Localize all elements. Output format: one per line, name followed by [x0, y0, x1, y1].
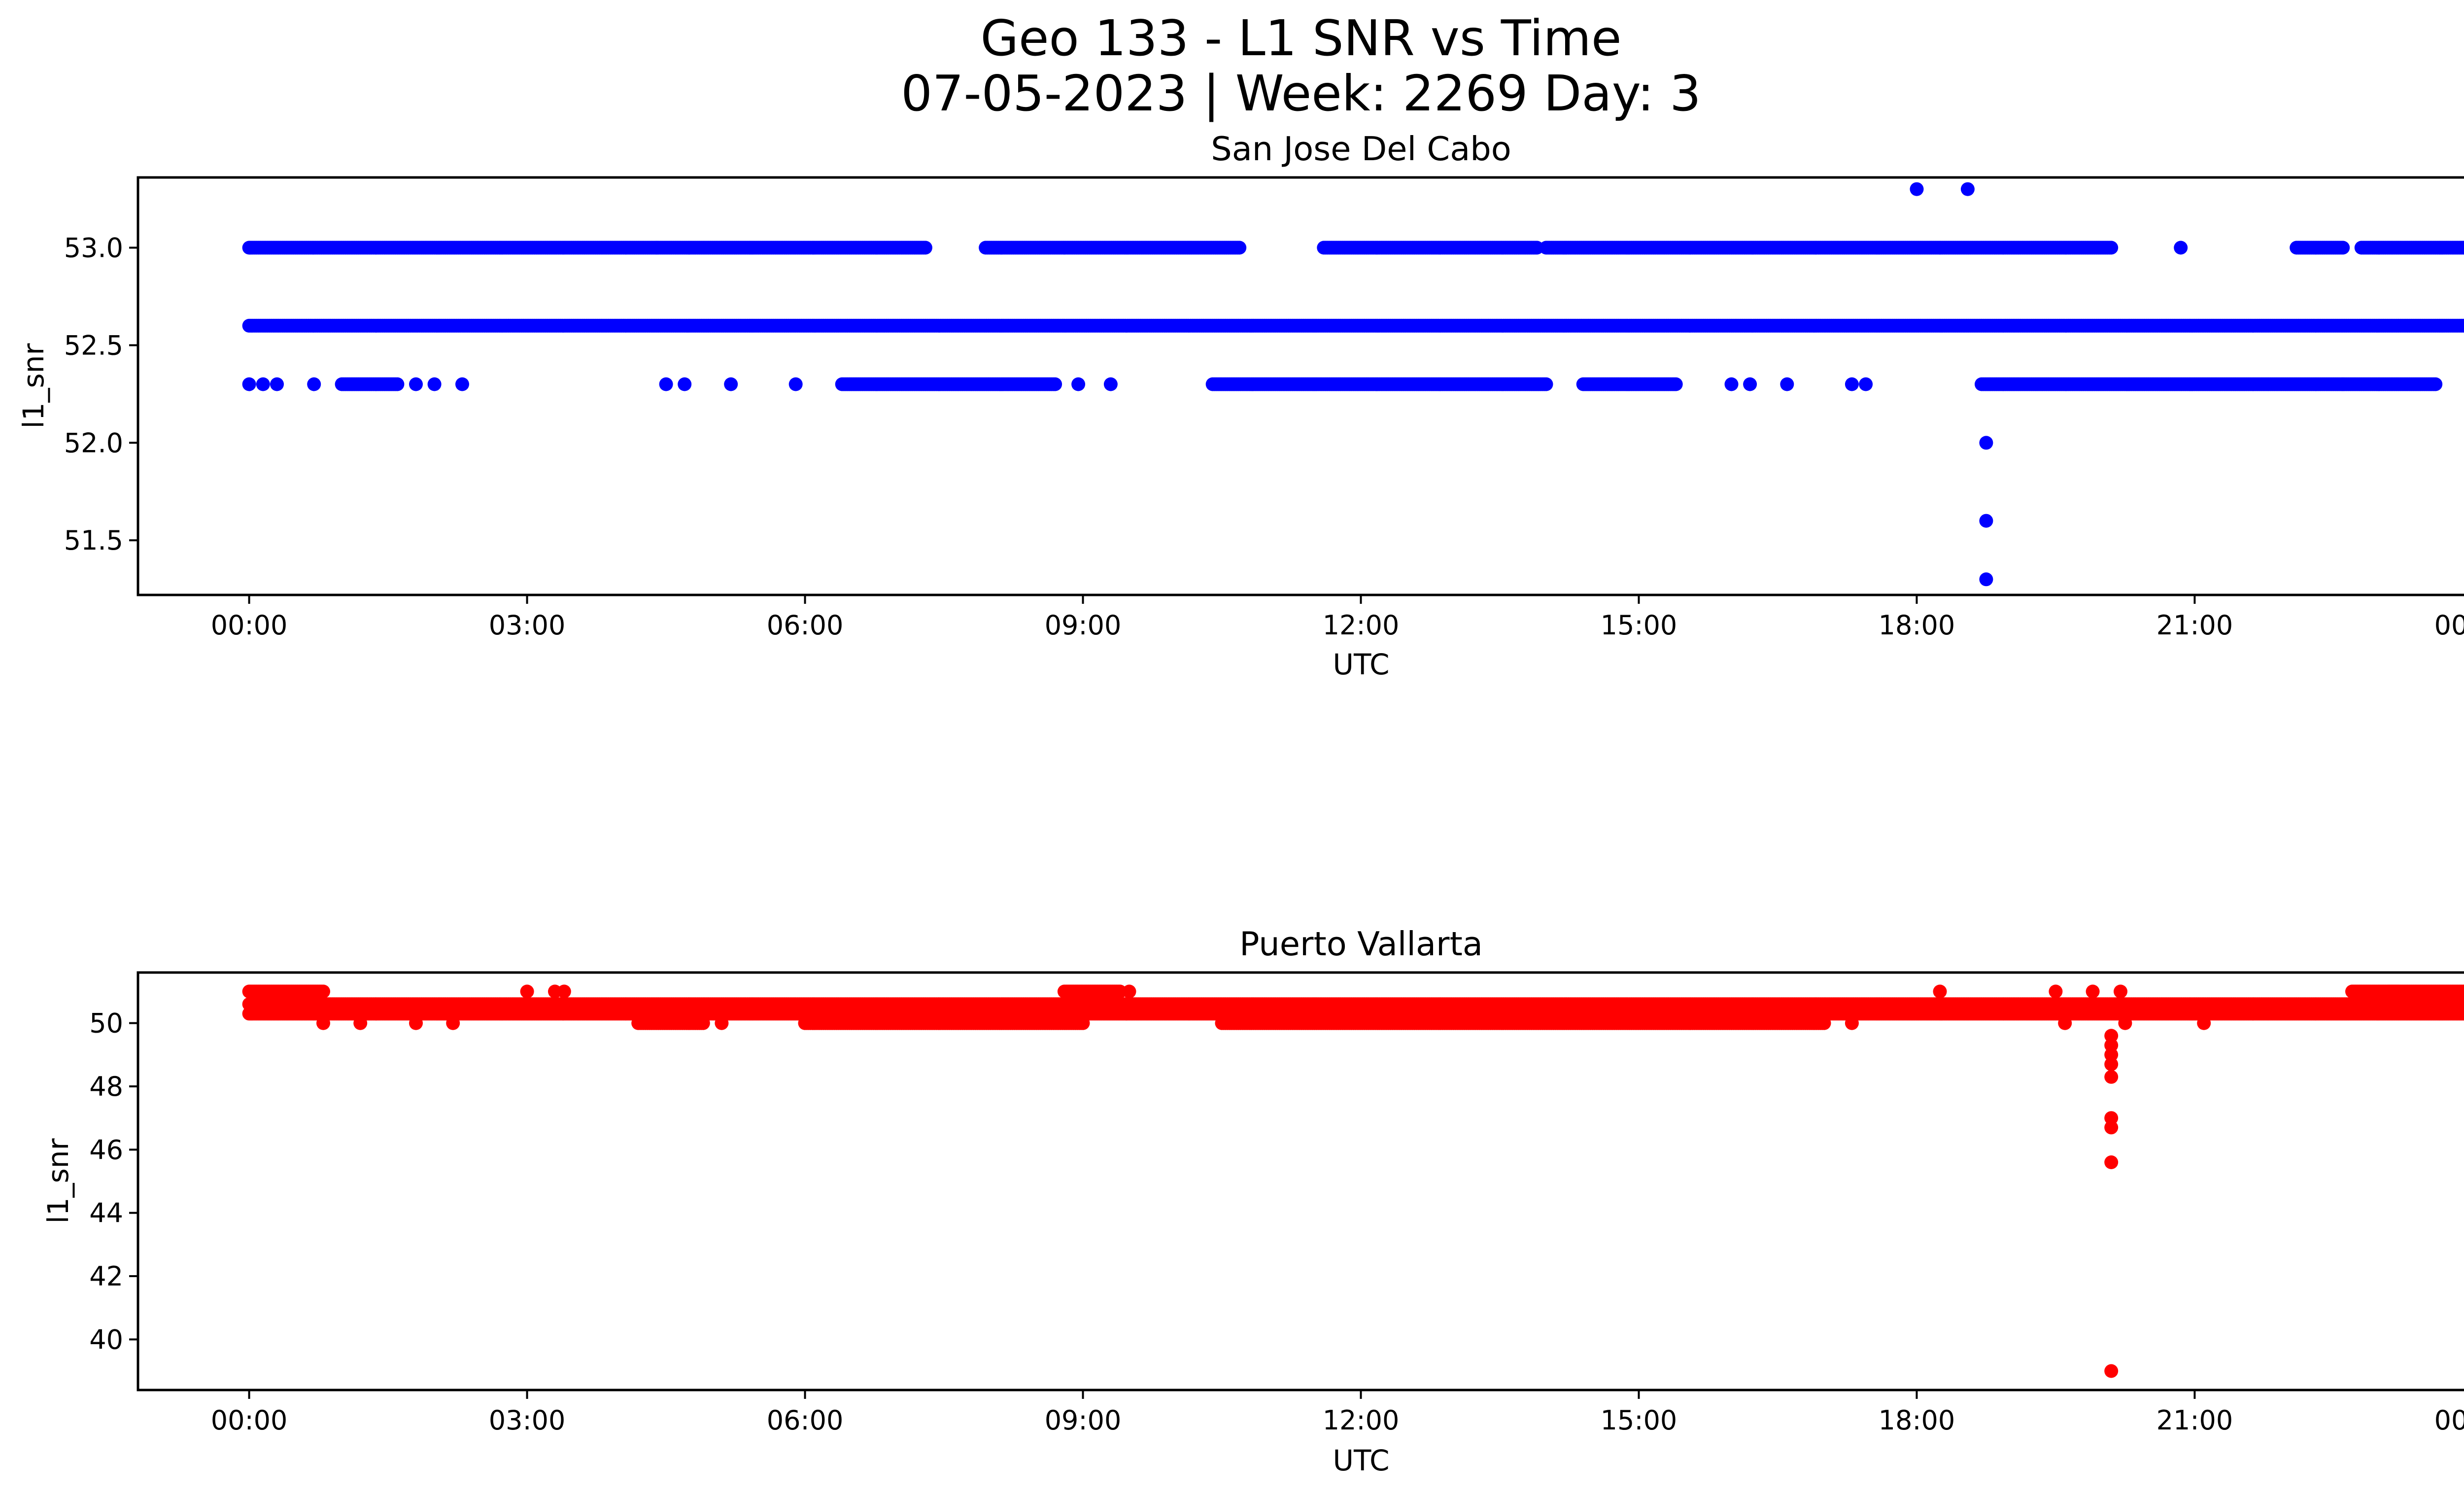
data-point [270, 377, 284, 391]
data-point [659, 377, 673, 391]
data-point [2104, 241, 2119, 255]
scatter-points [242, 182, 2464, 587]
data-point [1669, 377, 1683, 391]
data-point [256, 377, 270, 391]
x-tick-label: 03:00 [489, 610, 566, 641]
data-point [1071, 377, 1086, 391]
y-tick-label: 51.5 [64, 525, 123, 556]
data-point [2174, 241, 2188, 255]
x-axis-ticks: 00:00 03:00 06:00 09:00 12:00 15:00 18:00 21:00… [211, 595, 2464, 641]
x-tick-label: 00:00 [2434, 610, 2464, 641]
data-point [2336, 241, 2350, 255]
data-point [1979, 436, 1993, 450]
y-tick-label: 52.5 [64, 330, 123, 361]
plot-title: San Jose Del Cabo [1211, 130, 1511, 168]
data-point [1979, 514, 1993, 528]
data-point [242, 377, 256, 391]
data-point [1724, 377, 1739, 391]
plot-title: Puerto Vallarta [1239, 925, 1483, 963]
x-tick-label: 12:00 [1323, 610, 1400, 641]
data-point [409, 377, 423, 391]
x-tick-label: 21:00 [2156, 610, 2233, 641]
x-tick-label: 18:00 [1879, 610, 1955, 641]
x-tick-label: 15:00 [1601, 610, 1677, 641]
y-axis-ticks: 51.5 52.0 52.5 53.0 [64, 232, 138, 556]
data-point [1743, 377, 1757, 391]
data-point [427, 377, 442, 391]
y-tick-label: 53.0 [64, 232, 123, 263]
x-tick-label: 06:00 [767, 610, 844, 641]
plot-san-jose-del-cabo: San Jose Del Cabo 00:00 03:00 06:00 09:00 12… [17, 130, 2464, 681]
plot-puerto-vallarta: Puerto Vallarta 00:00 03:00 06:00 09:00 12:0… [41, 925, 2464, 1477]
data-point [1232, 241, 1247, 255]
data-point [1539, 377, 1553, 391]
data-point [678, 377, 692, 391]
data-point [390, 377, 405, 391]
data-point [1859, 377, 1873, 391]
x-tick-label: 00:00 [211, 610, 288, 641]
data-point [1979, 572, 1993, 587]
data-point [1960, 182, 1975, 196]
data-point [1103, 377, 1118, 391]
data-point [1780, 377, 1794, 391]
data-point [2429, 377, 2443, 391]
figure-title-line1: Geo 133 - L1 SNR vs Time [981, 9, 1622, 67]
data-point [788, 377, 803, 391]
scatter-points [242, 984, 2464, 1378]
data-point [455, 377, 469, 391]
data-point [307, 377, 321, 391]
x-axis-label: UTC [1333, 648, 1390, 681]
data-point [724, 377, 738, 391]
data-point [2462, 320, 2464, 331]
y-tick-label: 52.0 [64, 427, 123, 458]
data-point [918, 241, 932, 255]
data-point [1845, 377, 1859, 391]
data-point [1910, 182, 1924, 196]
data-point [1048, 377, 1062, 391]
figure-title-line2: 07-05-2023 | Week: 2269 Day: 3 [901, 65, 1701, 122]
y-axis-label: l1_snr [17, 343, 50, 428]
x-tick-label: 09:00 [1045, 610, 1122, 641]
